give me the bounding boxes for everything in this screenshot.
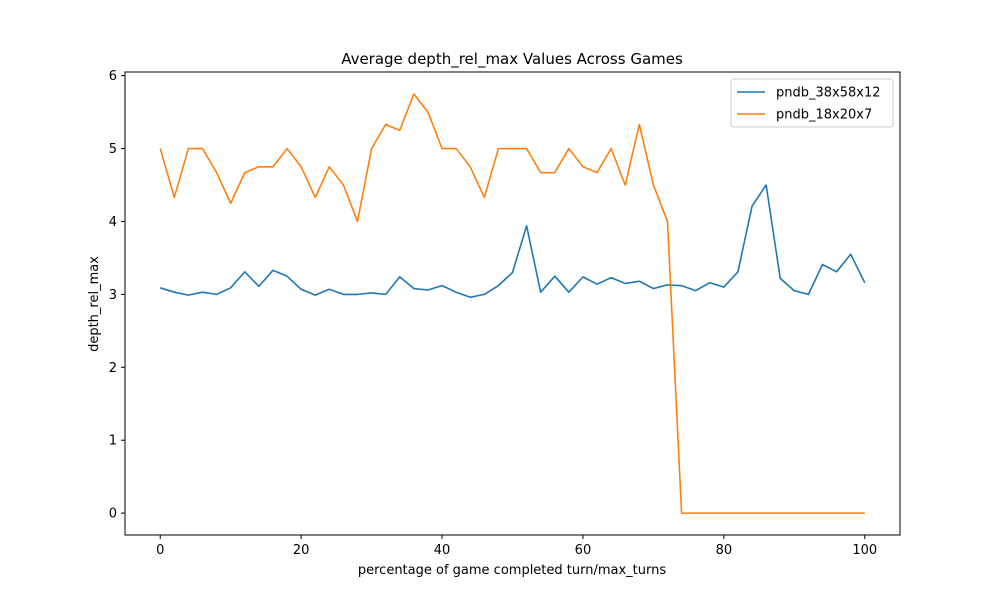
x-axis-label: percentage of game completed turn/max_tu… (358, 563, 667, 578)
legend-box (730, 78, 894, 128)
x-axis: 0 20 40 60 80 100 (156, 535, 877, 558)
x-tick-label: 60 (575, 543, 592, 558)
y-axis-label: depth_rel_max (87, 256, 102, 352)
legend-label: pndb_18x20x7 (776, 108, 872, 123)
plot-frame (124, 71, 901, 536)
x-tick-label: 100 (852, 543, 877, 558)
x-tick-label: 0 (156, 543, 164, 558)
x-tick-label: 80 (716, 543, 733, 558)
y-tick-label: 1 (109, 434, 117, 449)
plot-area (159, 93, 866, 514)
y-tick-label: 5 (109, 142, 117, 157)
chart-title: Average depth_rel_max Values Across Game… (341, 50, 683, 69)
x-tick-label: 40 (434, 543, 451, 558)
legend: pndb_38x58x12 pndb_18x20x7 (730, 78, 894, 128)
y-tick-label: 3 (109, 288, 117, 303)
y-tick-label: 4 (109, 215, 117, 230)
series-line-pndb_38x58x12 (159, 184, 866, 299)
legend-label: pndb_38x58x12 (776, 86, 881, 101)
series-line-pndb_18x20x7 (159, 93, 865, 514)
y-axis: 0 1 2 3 4 5 6 (109, 69, 125, 522)
x-tick-label: 20 (293, 543, 310, 558)
y-tick-label: 2 (109, 361, 117, 376)
y-tick-label: 6 (109, 69, 117, 84)
y-tick-label: 0 (109, 507, 117, 522)
